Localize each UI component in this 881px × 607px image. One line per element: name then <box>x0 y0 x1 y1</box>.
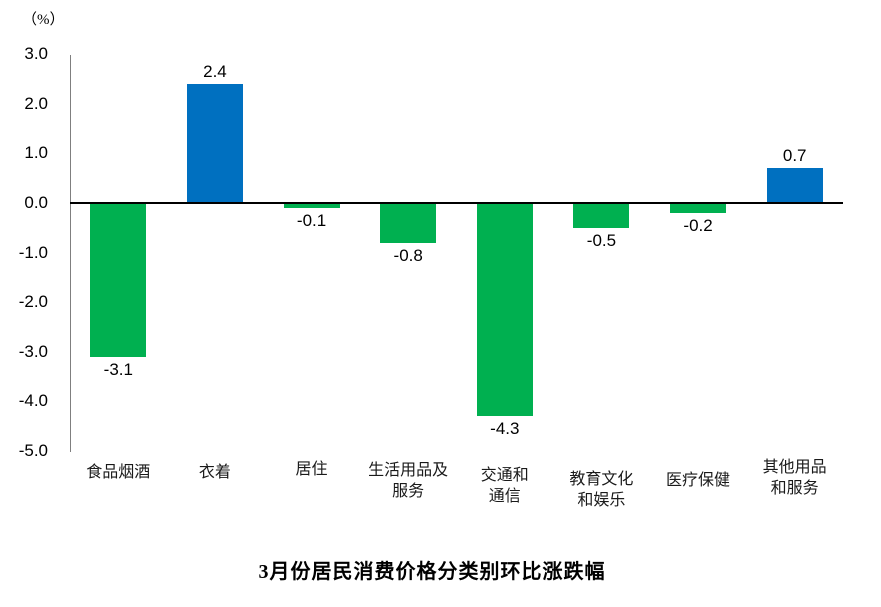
bar-value-label: -0.5 <box>586 230 617 250</box>
x-axis-zero-line <box>70 202 843 204</box>
y-axis-unit-label: （%） <box>22 12 65 28</box>
category-label: 生活用品及 服务 <box>348 460 468 502</box>
category-label: 衣着 <box>155 462 275 483</box>
chart-title: 3月份居民消费价格分类别环比涨跌幅 <box>258 561 606 583</box>
category-label-line: 衣着 <box>198 464 231 481</box>
category-label: 教育文化 和娱乐 <box>541 469 661 511</box>
category-label-line: 食品烟酒 <box>86 464 151 481</box>
y-axis-tick-label: -5.0 <box>18 441 48 460</box>
y-axis-tick-label: -2.0 <box>18 292 48 312</box>
bar-1 <box>90 203 147 357</box>
bar-value-label: -0.2 <box>683 215 713 235</box>
bar-value-label: -0.1 <box>296 210 327 230</box>
category-label: 居住 <box>252 459 372 480</box>
category-label-line: 交通和 <box>480 467 529 484</box>
y-axis-tick-label: 1.0 <box>24 143 48 163</box>
y-axis-tick-label: -4.0 <box>18 391 48 411</box>
category-label-line: 和娱乐 <box>577 492 626 509</box>
category-label-line: 和服务 <box>770 480 819 497</box>
y-axis-tick-label: -3.0 <box>18 341 48 361</box>
category-label-line: 其他用品 <box>762 459 827 476</box>
category-label-line: 服务 <box>392 483 425 500</box>
bar-7 <box>670 203 727 213</box>
bar-value-label: -3.1 <box>103 359 133 379</box>
category-label-line: 生活用品及 <box>368 462 449 479</box>
category-label-line: 通信 <box>488 488 521 505</box>
category-label-line: 医疗保健 <box>666 472 731 489</box>
bar-3 <box>283 203 340 208</box>
bar-4 <box>380 203 437 243</box>
category-label: 食品烟酒 <box>58 462 178 483</box>
bar-6 <box>573 203 630 228</box>
y-axis-tick-label: 0.0 <box>24 193 48 212</box>
bar-value-label: -0.8 <box>393 245 423 265</box>
bar-value-label: 0.7 <box>782 146 807 166</box>
y-axis-line <box>70 55 71 452</box>
bar-2 <box>186 83 243 203</box>
bar-8 <box>766 168 823 203</box>
category-label: 其他用品 和服务 <box>735 457 855 499</box>
category-label: 交通和 通信 <box>445 465 565 507</box>
category-label-line: 教育文化 <box>569 471 634 488</box>
category-label-line: 居住 <box>295 461 328 478</box>
category-label: 医疗保健 <box>638 470 758 491</box>
y-axis-tick-label: 3.0 <box>24 44 48 64</box>
bar-5 <box>476 203 533 417</box>
bar-value-label: -4.3 <box>490 419 520 439</box>
y-axis-tick-label: -1.0 <box>18 242 48 262</box>
bar-value-label: 2.4 <box>203 61 227 81</box>
y-axis-tick-label: 2.0 <box>24 93 48 113</box>
